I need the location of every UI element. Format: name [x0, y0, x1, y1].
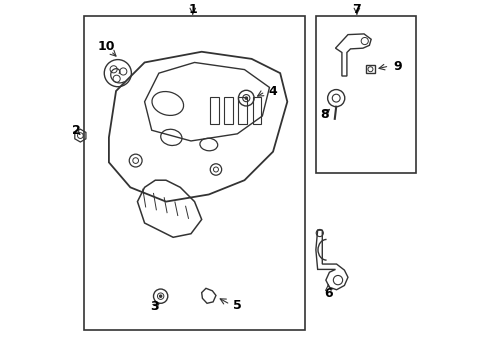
- Text: 10: 10: [97, 40, 115, 53]
- Bar: [315, 16, 415, 173]
- Text: 4: 4: [268, 85, 277, 98]
- Text: 7: 7: [352, 3, 361, 16]
- Text: 2: 2: [72, 125, 81, 138]
- Text: 6: 6: [324, 287, 332, 300]
- Bar: [84, 16, 305, 330]
- Text: 8: 8: [320, 108, 328, 121]
- Circle shape: [159, 295, 162, 297]
- Circle shape: [244, 97, 247, 99]
- Text: 5: 5: [233, 299, 242, 312]
- Text: 3: 3: [150, 300, 159, 313]
- Bar: [365, 65, 374, 73]
- Text: 1: 1: [188, 3, 197, 16]
- Text: 9: 9: [393, 59, 402, 72]
